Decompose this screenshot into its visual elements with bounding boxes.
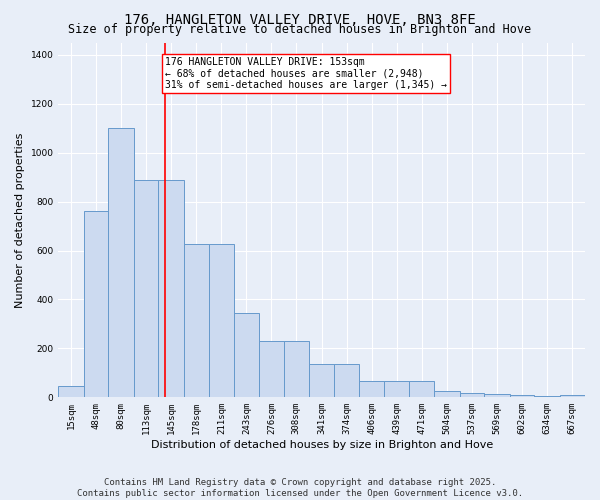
Bar — [434, 390, 460, 398]
Bar — [84, 212, 109, 398]
Bar — [334, 364, 359, 398]
Y-axis label: Number of detached properties: Number of detached properties — [15, 132, 25, 308]
Bar — [560, 395, 585, 398]
Bar — [284, 341, 309, 398]
Bar — [359, 382, 385, 398]
Text: 176, HANGLETON VALLEY DRIVE, HOVE, BN3 8FE: 176, HANGLETON VALLEY DRIVE, HOVE, BN3 8… — [124, 12, 476, 26]
Text: Size of property relative to detached houses in Brighton and Hove: Size of property relative to detached ho… — [68, 22, 532, 36]
Bar — [134, 180, 158, 398]
Bar — [58, 386, 84, 398]
Text: Contains HM Land Registry data © Crown copyright and database right 2025.
Contai: Contains HM Land Registry data © Crown c… — [77, 478, 523, 498]
Bar — [484, 394, 509, 398]
Bar — [460, 393, 484, 398]
Bar — [409, 382, 434, 398]
Bar — [534, 396, 560, 398]
Bar — [184, 244, 209, 398]
Bar — [209, 244, 233, 398]
Bar — [109, 128, 134, 398]
X-axis label: Distribution of detached houses by size in Brighton and Hove: Distribution of detached houses by size … — [151, 440, 493, 450]
Bar — [309, 364, 334, 398]
Bar — [385, 382, 409, 398]
Bar — [158, 180, 184, 398]
Text: 176 HANGLETON VALLEY DRIVE: 153sqm
← 68% of detached houses are smaller (2,948)
: 176 HANGLETON VALLEY DRIVE: 153sqm ← 68%… — [165, 57, 447, 90]
Bar — [233, 313, 259, 398]
Bar — [259, 341, 284, 398]
Bar — [509, 395, 534, 398]
